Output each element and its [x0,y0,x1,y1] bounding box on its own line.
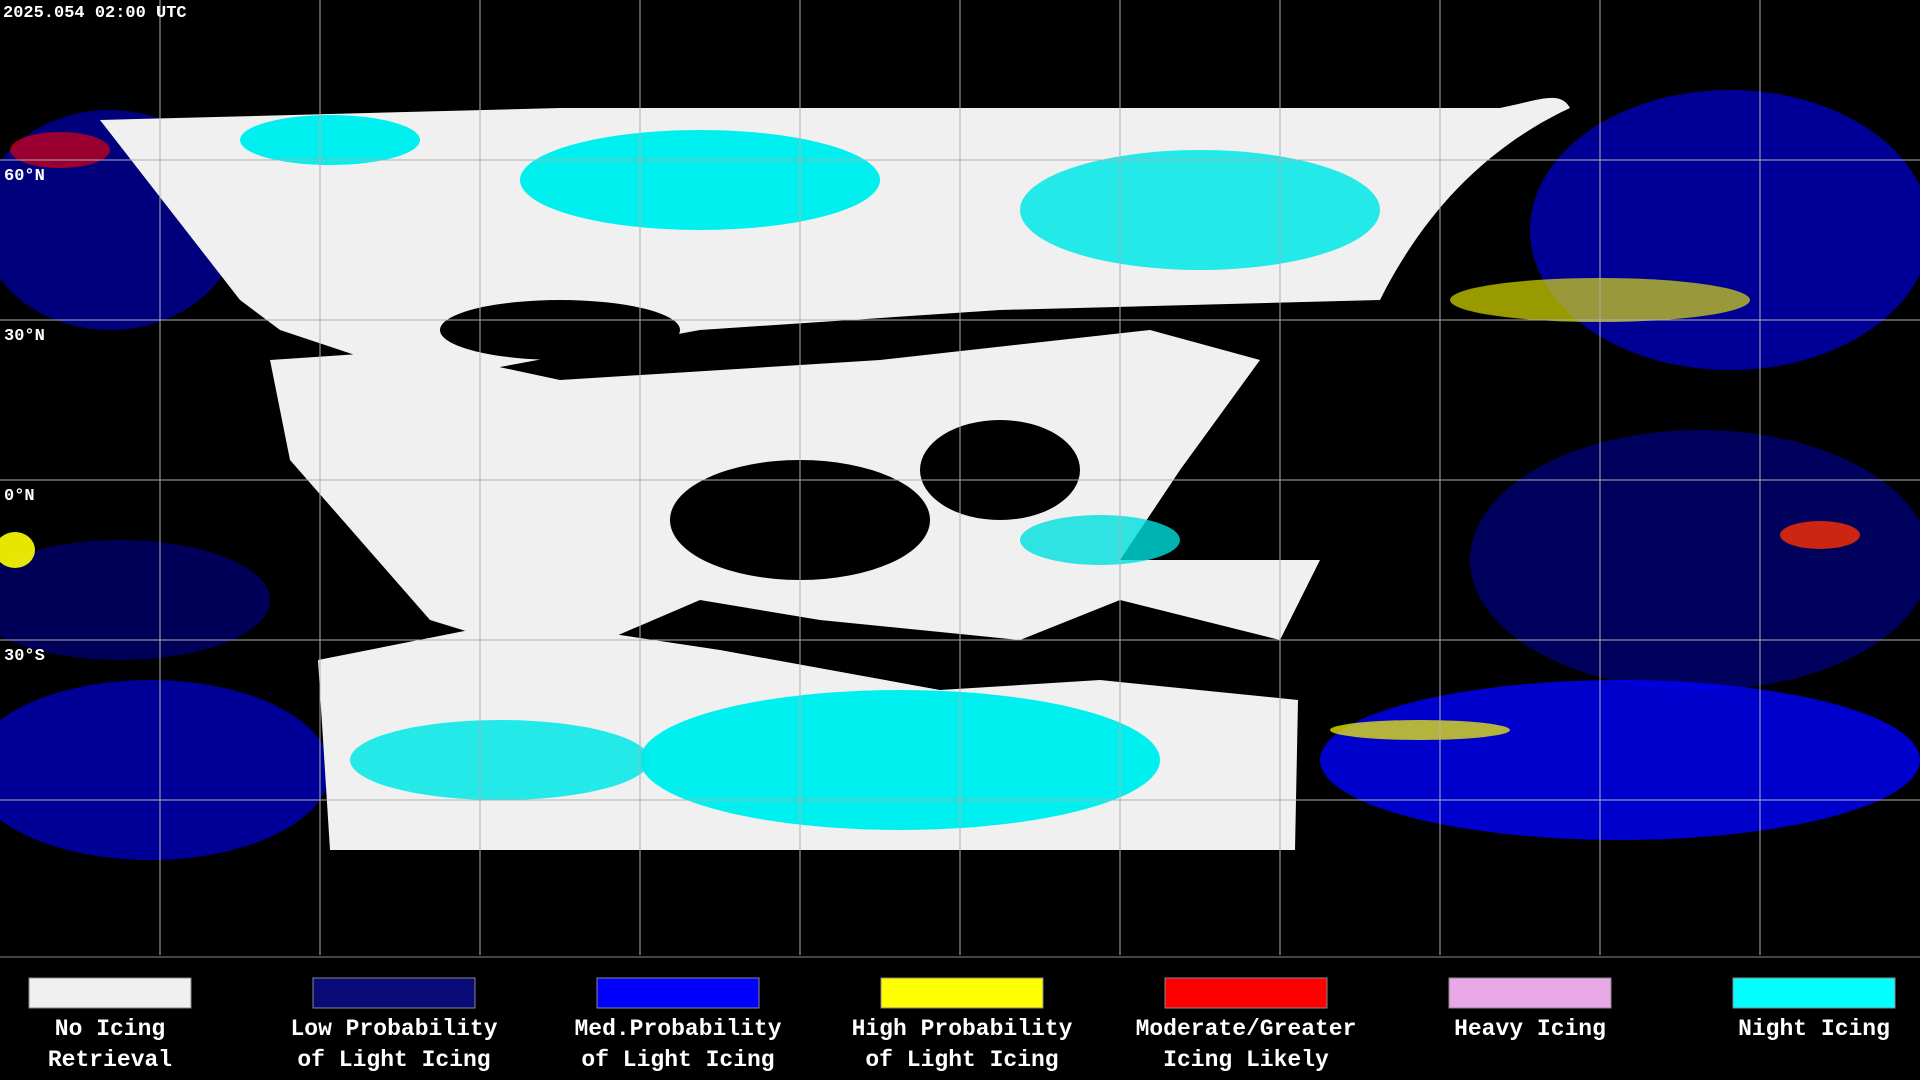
icing-region [0,680,330,860]
legend-label: Med.Probability [574,1016,781,1042]
timestamp: 2025.054 02:00 UTC [3,4,187,23]
night-icing-region [240,115,420,165]
legend-swatch [880,977,1044,1009]
legend-label: Moderate/Greater [1136,1016,1357,1042]
latitude-labels: 60°N 30°N 0°N 30°S [4,167,45,666]
icing-region [0,540,270,660]
icing-region [1530,90,1920,370]
clear-region [920,420,1080,520]
night-icing-region [1020,150,1380,270]
icing-region [1330,720,1510,740]
night-icing-region [520,130,880,230]
legend-swatch [1448,977,1612,1009]
legend-swatch [1164,977,1328,1009]
legend-label: High Probability [852,1016,1073,1042]
latitude-label: 30°S [4,647,45,666]
legend-label: Low Probability [290,1016,497,1042]
night-icing-region [1020,515,1180,565]
legend-swatch [1732,977,1896,1009]
graticule [0,0,1920,955]
latitude-label: 0°N [4,487,35,506]
legend-label: of Light Icing [581,1047,774,1073]
clear-region [440,300,680,360]
legend-label: Icing Likely [1163,1047,1329,1073]
legend-swatch [28,977,192,1009]
legend-label: No Icing [55,1016,165,1042]
latitude-label: 30°N [4,327,45,346]
satellite-imagery [0,90,1920,860]
latitude-label: 60°N [4,167,45,186]
legend-label: Retrieval [48,1047,172,1073]
legend-swatch [312,977,476,1009]
icing-region [1780,521,1860,549]
legend-swatch [596,977,760,1009]
icing-region [1470,430,1920,690]
legend-label: of Light Icing [865,1047,1058,1073]
night-icing-region [350,720,650,800]
icing-region [0,532,35,568]
icing-region [1320,680,1920,840]
legend-label: Heavy Icing [1454,1016,1606,1042]
legend-label: Night Icing [1738,1016,1890,1042]
icing-region [10,132,110,168]
legend-label: of Light Icing [297,1047,490,1073]
night-icing-region [640,690,1160,830]
legend: No Icing Retrieval Low Probability of Light… [28,977,1896,1073]
